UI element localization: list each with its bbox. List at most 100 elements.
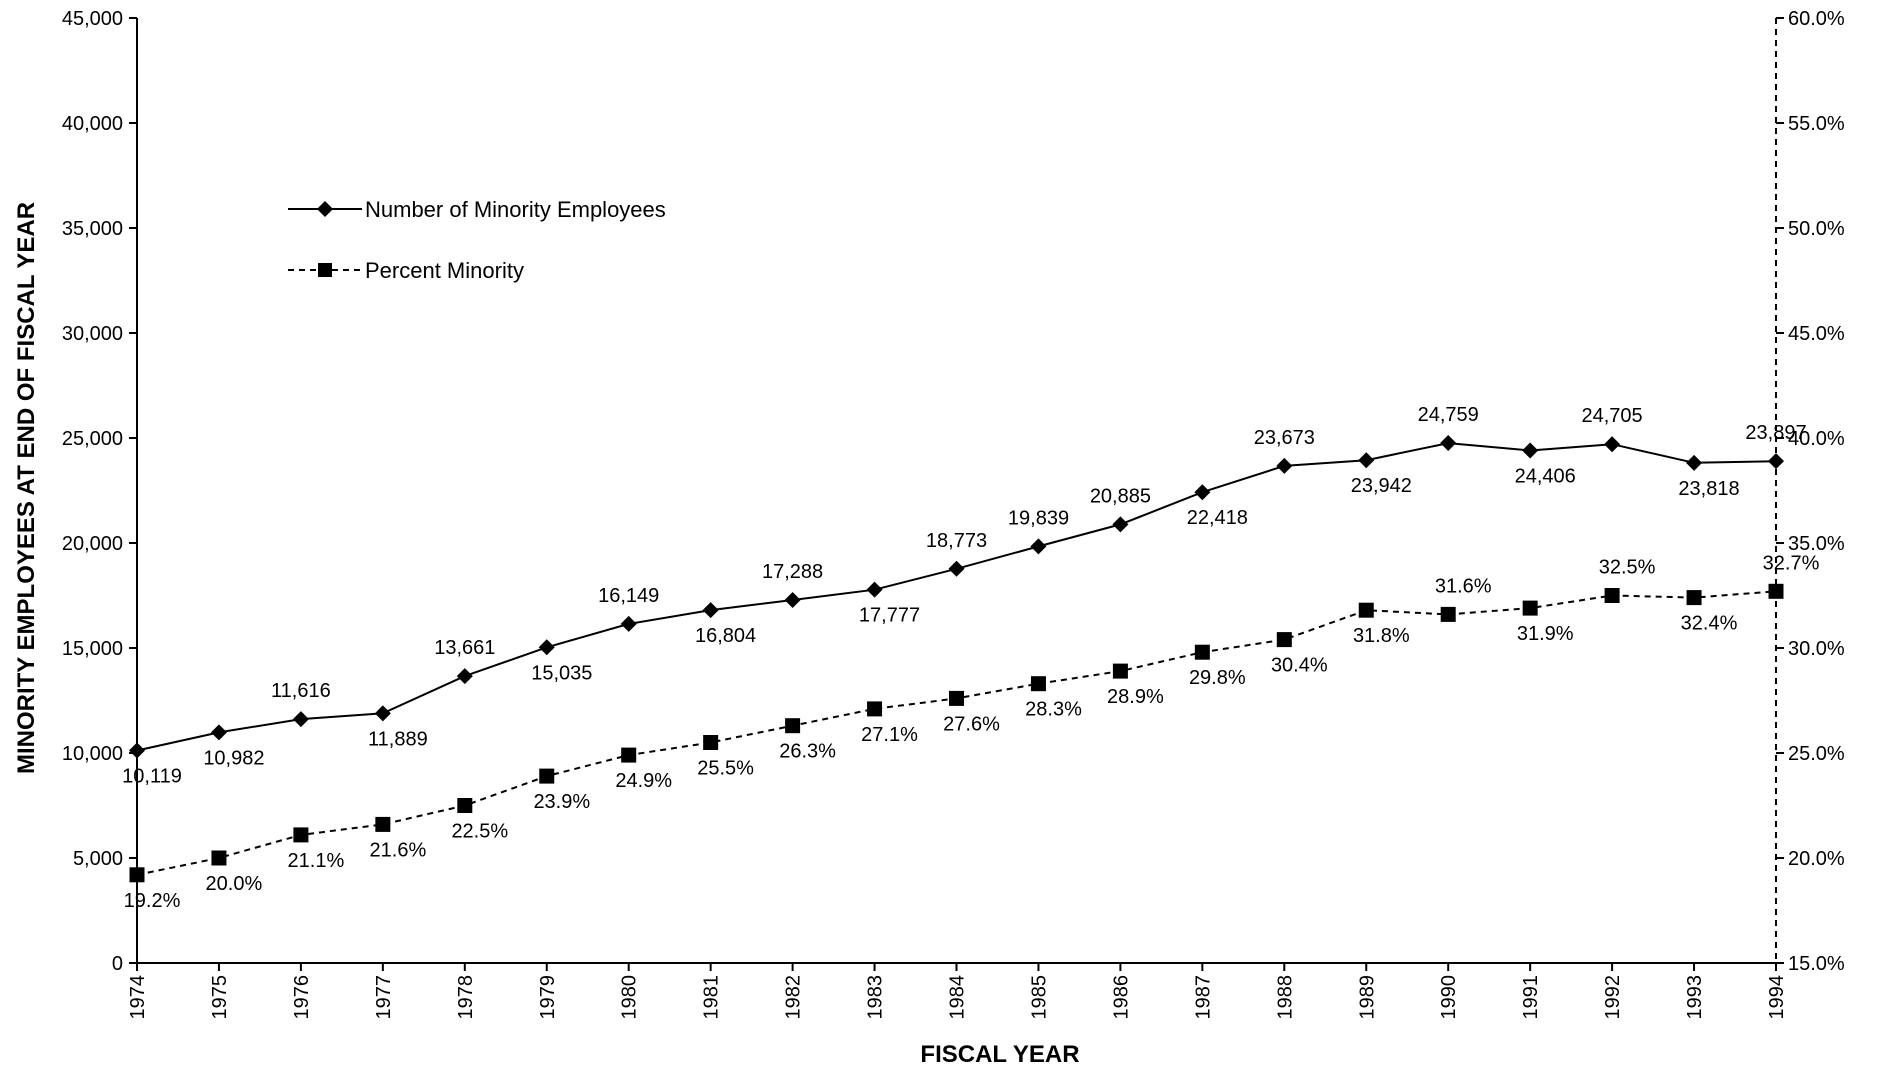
x-tick-label: 1985 (1028, 975, 1050, 1020)
point-diamond (1194, 484, 1211, 501)
x-tick-label: 1992 (1602, 975, 1624, 1020)
y-right-tick-label: 30.0% (1788, 638, 1845, 660)
data-label: 21.6% (370, 839, 427, 861)
legend-marker-diamond (317, 201, 333, 217)
point-diamond (1522, 442, 1539, 459)
point-square (1194, 644, 1210, 660)
y-right-tick-label: 25.0% (1788, 743, 1845, 765)
data-label: 24,705 (1582, 405, 1643, 427)
y-left-tick-label: 25,000 (62, 428, 123, 450)
data-label: 21.1% (288, 850, 345, 872)
point-diamond (784, 591, 801, 608)
x-tick-label: 1987 (1192, 975, 1214, 1020)
point-square (1522, 600, 1538, 616)
x-tick-label: 1986 (1110, 975, 1132, 1020)
point-square (539, 768, 555, 784)
point-square (129, 867, 145, 883)
data-label: 16,149 (598, 585, 659, 607)
x-tick-label: 1988 (1274, 975, 1296, 1020)
y-right-tick-label: 20.0% (1788, 848, 1845, 870)
x-axis-title: FISCAL YEAR (920, 1041, 1079, 1068)
data-labels: 10,119 10,982 11,616 11,889 13,661 15,035 16,1… (122, 404, 1819, 912)
data-label: 31.6% (1435, 575, 1492, 597)
data-label: 31.8% (1353, 625, 1410, 647)
data-label: 13,661 (434, 637, 495, 659)
point-diamond (210, 724, 227, 741)
point-square (1440, 606, 1456, 622)
point-square (1358, 602, 1374, 618)
x-tick-label: 1974 (127, 975, 149, 1020)
point-diamond (374, 705, 391, 722)
data-label: 25.5% (697, 758, 754, 780)
point-square (1604, 588, 1620, 603)
point-diamond (1768, 453, 1784, 470)
point-diamond (1686, 454, 1703, 471)
data-label: 32.5% (1599, 557, 1656, 579)
data-label: 23.9% (533, 791, 590, 813)
x-tick-label: 1983 (865, 975, 887, 1020)
data-label: 24.9% (615, 770, 672, 792)
point-square (949, 690, 964, 706)
x-tick-label: 1978 (455, 975, 477, 1020)
data-label: 23,673 (1254, 427, 1315, 449)
legend-label-employees: Number of Minority Employees (365, 197, 666, 222)
point-diamond (620, 615, 637, 632)
point-square (1768, 583, 1784, 599)
data-label: 24,759 (1418, 404, 1479, 426)
data-label: 20.0% (206, 873, 263, 895)
y-right-tick-label: 40.0% (1788, 428, 1845, 450)
y-left-tick-label: 35,000 (62, 218, 123, 240)
point-diamond (948, 560, 965, 577)
point-diamond (1276, 457, 1293, 474)
y-left-tick-label: 20,000 (62, 533, 123, 555)
data-label: 11,616 (271, 680, 331, 702)
series-layer (129, 435, 1784, 883)
data-label: 32.4% (1681, 613, 1738, 635)
data-label: 11,889 (368, 728, 428, 750)
data-label: 20,885 (1090, 485, 1151, 507)
data-label: 19,839 (1008, 507, 1069, 529)
x-tick-label: 1979 (537, 975, 559, 1020)
axes: 0 5,000 10,000 15,000 20,000 25,000 30,000 35,0… (62, 8, 1845, 1020)
y-right-tick-label: 35.0% (1788, 533, 1845, 555)
point-diamond (1030, 538, 1047, 555)
y-axis-title: MINORITY EMPLOYEES AT END OF FISCAL YEAR (13, 202, 40, 774)
point-diamond (292, 711, 309, 728)
data-label: 32.7% (1763, 552, 1820, 574)
point-square (1112, 663, 1128, 679)
x-tick-label: 1976 (291, 975, 313, 1020)
point-square (375, 816, 391, 832)
data-label: 17,777 (859, 605, 920, 627)
point-square (1686, 590, 1702, 606)
data-label: 27.1% (861, 724, 918, 746)
data-label: 22.5% (451, 821, 508, 843)
y-left-tick-label: 40,000 (62, 113, 123, 135)
point-square (785, 718, 801, 734)
point-diamond (1604, 436, 1621, 453)
data-label: 23,818 (1678, 478, 1739, 500)
y-right-tick-label: 55.0% (1788, 113, 1845, 135)
point-diamond (702, 602, 719, 619)
data-label: 28.9% (1107, 686, 1164, 708)
data-label: 15,035 (531, 662, 592, 684)
point-square (457, 798, 473, 813)
point-diamond (866, 581, 883, 598)
y-left-tick-label: 5,000 (73, 848, 123, 870)
data-label: 24,406 (1515, 466, 1576, 488)
y-left-tick-label: 10,000 (62, 743, 123, 765)
point-diamond (1358, 452, 1375, 469)
x-tick-label: 1981 (701, 975, 723, 1020)
point-square (621, 747, 637, 763)
legend-marker-square (318, 263, 332, 277)
y-right-tick-label: 15.0% (1788, 953, 1845, 975)
x-tick-label: 1990 (1438, 975, 1460, 1020)
point-square (1276, 632, 1292, 648)
point-square (703, 735, 719, 750)
point-diamond (1112, 516, 1129, 533)
data-label: 19.2% (124, 890, 181, 912)
data-label: 23,942 (1351, 475, 1412, 497)
data-label: 23,897 (1745, 422, 1806, 444)
data-label: 18,773 (926, 530, 987, 552)
y-right-tick-label: 45.0% (1788, 323, 1845, 345)
